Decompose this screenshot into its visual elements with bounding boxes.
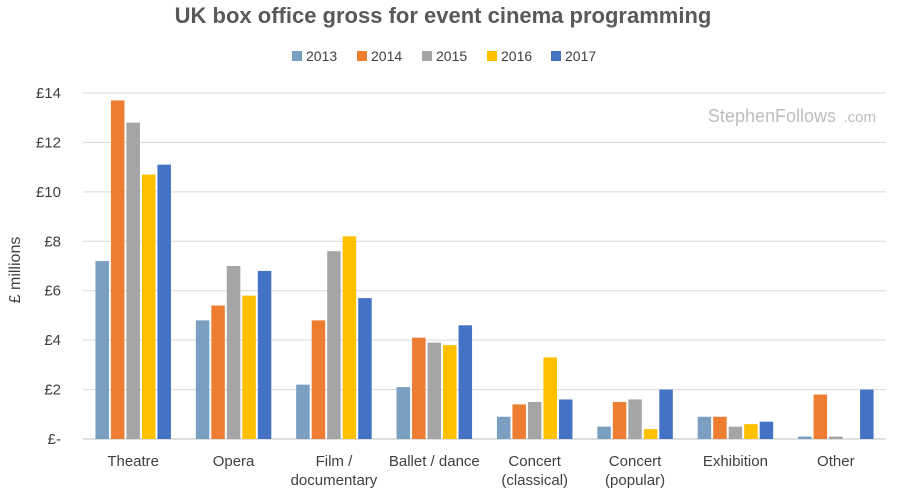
y-tick-label: £- bbox=[48, 431, 61, 448]
legend: 2013 2014 2015 2016 2017 bbox=[292, 48, 596, 64]
bar-2014 bbox=[311, 320, 326, 439]
bars bbox=[95, 100, 874, 440]
bar-2016 bbox=[744, 424, 758, 439]
bar-2015 bbox=[327, 251, 341, 439]
legend-swatch-2014 bbox=[357, 51, 367, 61]
bar-2013 bbox=[396, 387, 411, 439]
y-tick-label: £12 bbox=[36, 134, 61, 151]
bar-2015 bbox=[226, 266, 241, 439]
x-tick-label: Concert bbox=[508, 453, 561, 470]
bar-2016 bbox=[342, 236, 357, 439]
x-tick-label: Theatre bbox=[107, 453, 159, 470]
bar-2016 bbox=[543, 357, 557, 439]
bar-2014 bbox=[512, 404, 526, 439]
x-tick-label: (classical) bbox=[501, 472, 568, 489]
y-tick-label: £10 bbox=[36, 184, 61, 201]
bar-2013 bbox=[496, 416, 511, 439]
bar-2014 bbox=[412, 337, 426, 439]
x-tick-label: Exhibition bbox=[703, 453, 768, 470]
bar-2016 bbox=[141, 174, 156, 440]
legend-label-2017: 2017 bbox=[565, 48, 596, 64]
y-axis-label: £ millions bbox=[7, 237, 24, 304]
bar-2017 bbox=[257, 270, 272, 439]
y-tick-label: £2 bbox=[44, 382, 61, 399]
bar-2016 bbox=[242, 295, 256, 439]
bar-2017 bbox=[157, 164, 171, 439]
bar-2014 bbox=[713, 416, 727, 439]
bar-2017 bbox=[860, 389, 874, 439]
bar-2013 bbox=[296, 384, 310, 439]
legend-label-2013: 2013 bbox=[306, 48, 337, 64]
bar-2013 bbox=[195, 320, 210, 439]
legend-label-2014: 2014 bbox=[371, 48, 402, 64]
bar-2017 bbox=[759, 421, 774, 439]
x-tick-label: Opera bbox=[213, 453, 255, 470]
y-tick-label: £14 bbox=[36, 85, 61, 102]
bar-2015 bbox=[829, 436, 843, 439]
x-tick-label: Other bbox=[817, 453, 855, 470]
watermark: StephenFollows bbox=[708, 106, 836, 126]
bar-2014 bbox=[110, 100, 125, 440]
y-tick-label: £4 bbox=[44, 332, 61, 349]
bar-2016 bbox=[643, 429, 658, 439]
legend-swatch-2013 bbox=[292, 51, 302, 61]
x-axis-labels: Theatre Opera Film / documentary Ballet / da… bbox=[107, 453, 854, 489]
bar-2017 bbox=[358, 298, 372, 439]
y-tick-label: £6 bbox=[44, 283, 61, 300]
legend-swatch-2016 bbox=[487, 51, 497, 61]
legend-label-2015: 2015 bbox=[436, 48, 467, 64]
bar-2015 bbox=[728, 426, 743, 439]
x-tick-label: (popular) bbox=[605, 472, 665, 489]
x-tick-label: documentary bbox=[291, 472, 378, 489]
legend-swatch-2015 bbox=[422, 51, 432, 61]
bar-2014 bbox=[211, 305, 225, 439]
bar-2015 bbox=[126, 122, 140, 440]
bar-2015 bbox=[427, 342, 442, 439]
watermark-suffix: .com bbox=[843, 109, 876, 126]
bar-2015 bbox=[628, 399, 642, 439]
y-tick-label: £8 bbox=[44, 233, 61, 250]
legend-swatch-2017 bbox=[551, 51, 561, 61]
bar-2014 bbox=[813, 394, 828, 439]
bar-2017 bbox=[659, 389, 673, 439]
bar-2014 bbox=[612, 401, 627, 439]
bar-2013 bbox=[95, 261, 109, 439]
bar-2015 bbox=[527, 401, 542, 439]
x-tick-label: Concert bbox=[609, 453, 662, 470]
bar-2016 bbox=[443, 345, 457, 439]
bar-2013 bbox=[798, 436, 812, 439]
x-tick-label: Film / bbox=[316, 453, 353, 470]
bar-2017 bbox=[558, 399, 573, 439]
chart-title: UK box office gross for event cinema pro… bbox=[175, 3, 712, 28]
bar-2013 bbox=[697, 416, 712, 439]
legend-label-2016: 2016 bbox=[501, 48, 532, 64]
x-tick-label: Ballet / dance bbox=[389, 453, 480, 470]
bar-2017 bbox=[458, 325, 473, 439]
bar-2013 bbox=[597, 426, 611, 439]
y-axis-ticks: £- £2 £4 £6 £8 £10 £12 £14 bbox=[36, 85, 61, 448]
